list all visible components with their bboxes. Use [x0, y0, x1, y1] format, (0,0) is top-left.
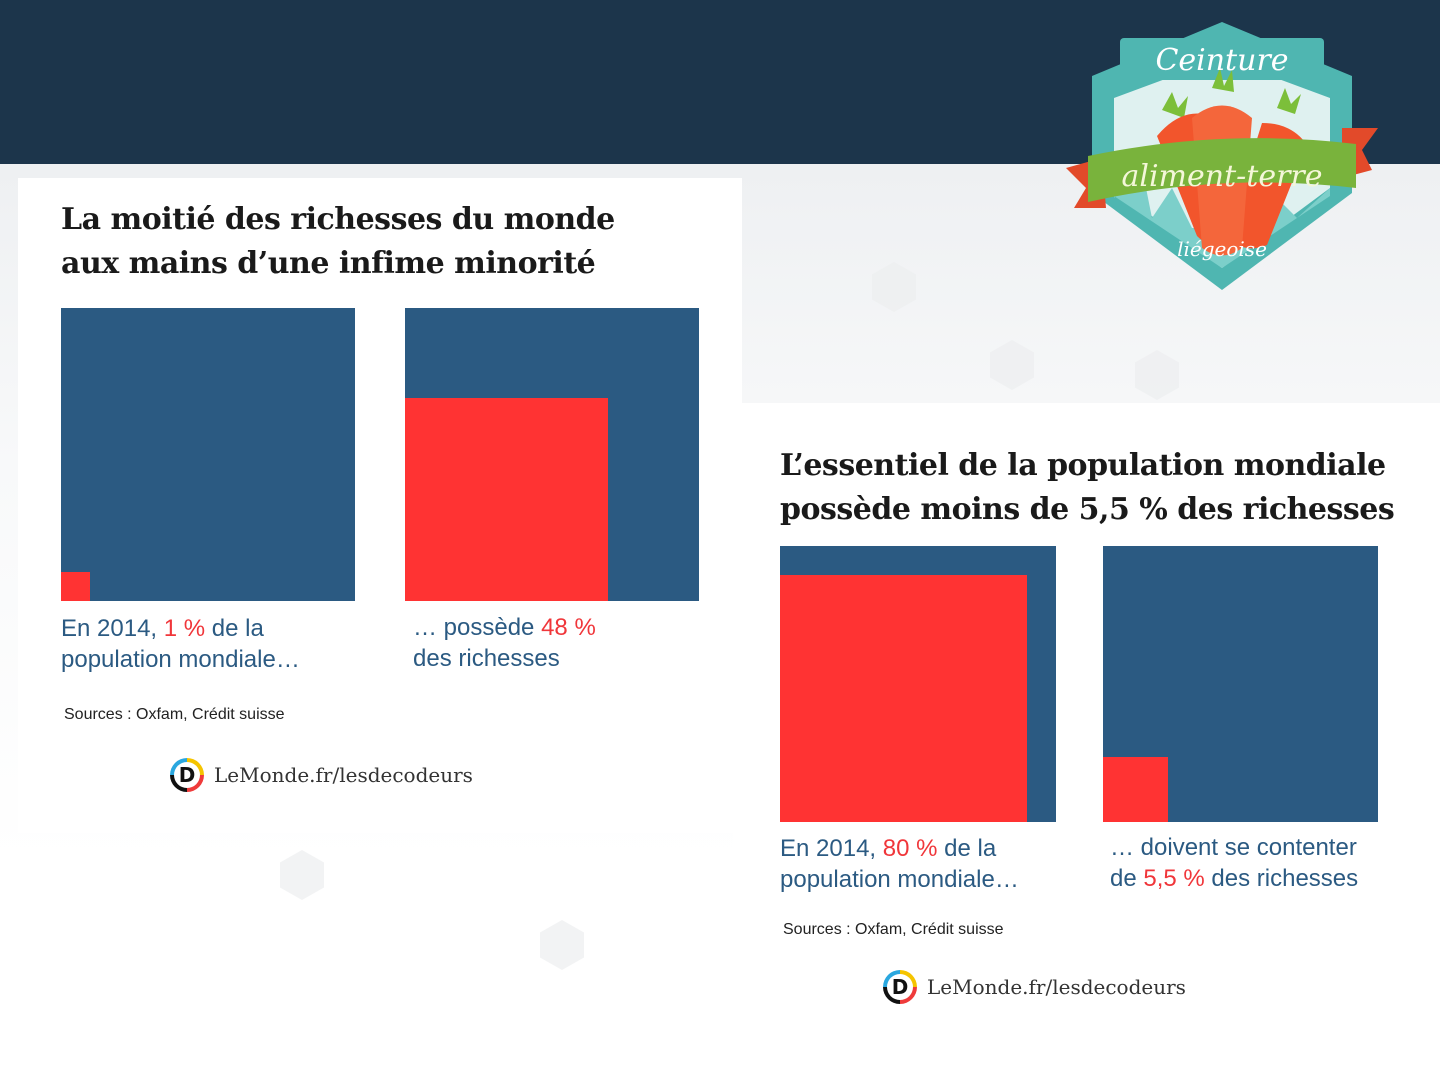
- title-line: L’essentiel de la population mondiale: [780, 448, 1386, 483]
- logo-letter: D: [891, 975, 909, 999]
- caption-highlight: 48 %: [541, 614, 596, 641]
- highlight-square-5-5pct: [1103, 757, 1168, 822]
- population-square: [780, 546, 1056, 822]
- right-caption-b: … doivent se contenter de 5,5 % des rich…: [1110, 832, 1358, 894]
- ceinture-aliment-terre-badge: Ceinture aliment-terre liégeoise: [1066, 22, 1378, 290]
- logo-letter: D: [178, 763, 196, 787]
- wealth-square: [405, 308, 699, 601]
- decodeurs-logo-icon: D: [883, 970, 917, 1004]
- brand-link[interactable]: LeMonde.fr/lesdecodeurs: [214, 763, 473, 787]
- brand-link[interactable]: LeMonde.fr/lesdecodeurs: [927, 975, 1186, 999]
- right-caption-a: En 2014, 80 % de la population mondiale…: [780, 833, 1019, 895]
- highlight-square-1pct: [61, 571, 91, 601]
- highlight-square-48pct: [405, 398, 608, 601]
- right-sources: Sources : Oxfam, Crédit suisse: [783, 921, 1004, 938]
- caption-text: de la: [937, 835, 997, 862]
- badge-text-liegeoise: liégeoise: [1177, 237, 1267, 261]
- caption-text: … doivent se contenter: [1110, 834, 1357, 861]
- badge-text-aliment-terre: aliment-terre: [1121, 159, 1322, 194]
- caption-text: des richesses: [413, 645, 560, 672]
- left-sources: Sources : Oxfam, Crédit suisse: [64, 706, 285, 723]
- highlight-square-80pct: [780, 575, 1027, 822]
- left-brand[interactable]: D LeMonde.fr/lesdecodeurs: [170, 758, 473, 792]
- title-line: La moitié des richesses du monde: [61, 202, 615, 237]
- caption-text: population mondiale…: [780, 866, 1019, 893]
- right-brand[interactable]: D LeMonde.fr/lesdecodeurs: [883, 970, 1186, 1004]
- title-line: possède moins de 5,5 % des richesses: [780, 492, 1395, 527]
- caption-text: de: [1110, 865, 1144, 892]
- caption-text: En 2014,: [61, 615, 164, 642]
- caption-text: des richesses: [1204, 865, 1359, 892]
- caption-highlight: 1 %: [163, 615, 206, 642]
- left-chart-title: La moitié des richesses du monde aux mai…: [61, 198, 615, 286]
- population-square: [61, 308, 355, 601]
- wealth-square: [1103, 546, 1378, 822]
- title-line: aux mains d’une infime minorité: [61, 246, 596, 281]
- badge-text-ceinture: Ceinture: [1155, 43, 1288, 78]
- caption-text: de la: [205, 615, 264, 642]
- decodeurs-logo-icon: D: [170, 758, 204, 792]
- right-chart-title: L’essentiel de la population mondiale po…: [780, 444, 1395, 532]
- left-caption-a: En 2014, 1 % de la population mondiale…: [61, 613, 300, 675]
- caption-text: population mondiale…: [61, 646, 300, 673]
- left-caption-b: … possède 48 % des richesses: [413, 612, 596, 674]
- top-banner: [1120, 38, 1324, 80]
- caption-text: En 2014,: [780, 835, 883, 862]
- caption-text: … possède: [413, 614, 542, 641]
- caption-highlight: 80 %: [882, 835, 938, 862]
- caption-highlight: 5,5 %: [1143, 865, 1205, 892]
- carrot-logo-icon: [1066, 22, 1378, 290]
- hexagon-decoration: [1135, 350, 1179, 400]
- green-ribbon: [1088, 138, 1356, 202]
